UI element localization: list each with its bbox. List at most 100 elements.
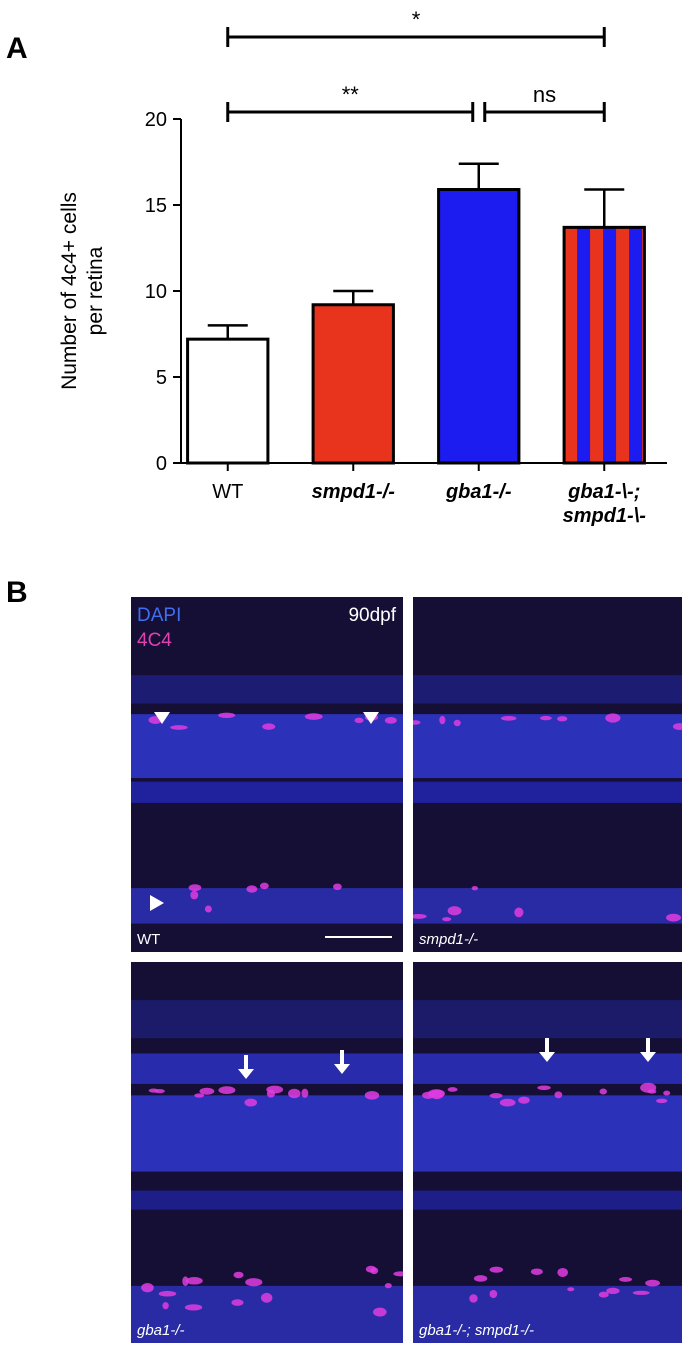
- x-tick-label: smpd1-\-: [563, 505, 647, 527]
- cell-layer: [413, 1190, 682, 1210]
- cell-layer: [131, 1000, 403, 1039]
- arrow-marker: [334, 1050, 350, 1074]
- cell: [364, 1090, 380, 1100]
- cell: [190, 890, 199, 900]
- micrograph-label: 90dpf: [348, 605, 396, 626]
- cell-layer: [131, 781, 403, 803]
- cell: [384, 1283, 392, 1289]
- cell: [471, 885, 479, 891]
- micrograph: [413, 597, 682, 952]
- cell: [656, 1098, 668, 1104]
- micrographs: DAPI 4C4 90dpf WT smpd1-/- gba1-/- gba1-/-; sm…: [131, 597, 682, 1343]
- micrograph-label: gba1-/-: [137, 1322, 185, 1339]
- cell: [500, 715, 517, 721]
- cell: [185, 1276, 203, 1285]
- significance-label: *: [412, 7, 421, 32]
- cell: [439, 715, 446, 725]
- cell: [442, 917, 452, 922]
- cell: [259, 882, 269, 890]
- y-tick-label: 20: [145, 109, 167, 131]
- y-axis-label: per retina: [84, 246, 107, 335]
- cell: [645, 1279, 661, 1287]
- cell-layer: [131, 1053, 403, 1084]
- cell: [246, 885, 258, 893]
- cell: [632, 1290, 650, 1295]
- cell: [162, 1302, 169, 1310]
- bar-chart: 0 5 10 15 20 Number of 4c4+ cells per retina WT…: [58, 7, 667, 527]
- cell: [170, 725, 188, 730]
- cell: [245, 1278, 263, 1287]
- cell: [537, 1085, 551, 1091]
- cell: [370, 1267, 379, 1275]
- arrow-marker: [150, 895, 164, 911]
- x-tick-label: WT: [212, 481, 243, 503]
- cell: [489, 1266, 504, 1273]
- cell: [218, 1086, 236, 1095]
- cell: [672, 723, 682, 730]
- cell: [518, 1096, 530, 1104]
- cell: [233, 1271, 244, 1279]
- micrograph-label: WT: [137, 931, 160, 948]
- cell-layer: [413, 714, 682, 779]
- cell: [619, 1277, 633, 1282]
- cell: [598, 1291, 609, 1298]
- micrograph: [131, 962, 403, 1343]
- cell-layer: [413, 1000, 682, 1039]
- cell: [384, 717, 397, 724]
- cell-layer: [413, 1095, 682, 1172]
- bar: [562, 225, 646, 465]
- cell: [288, 1088, 301, 1099]
- cell: [489, 1093, 503, 1099]
- cell: [141, 1282, 154, 1293]
- significance-label: ns: [533, 82, 556, 107]
- arrow-marker: [154, 712, 170, 724]
- cell: [204, 905, 212, 913]
- cell: [194, 1093, 205, 1098]
- cell-layer: [413, 1285, 682, 1343]
- cell: [554, 1091, 563, 1099]
- y-tick-label: 15: [145, 195, 167, 217]
- cell: [567, 1287, 575, 1292]
- cell-layer: [131, 888, 403, 924]
- cell: [218, 712, 236, 718]
- cell-layer: [131, 1190, 403, 1210]
- cell-layer: [413, 888, 682, 924]
- cell: [188, 884, 202, 892]
- micrograph-label: smpd1-/-: [419, 931, 478, 948]
- arrow-marker: [640, 1038, 656, 1062]
- cell: [154, 1089, 165, 1094]
- cell-layer: [131, 1095, 403, 1172]
- cell: [530, 1268, 543, 1275]
- cell: [557, 1267, 569, 1277]
- cell-layer: [131, 675, 403, 704]
- cell: [489, 1289, 498, 1299]
- micrograph: [413, 962, 682, 1343]
- cell: [304, 713, 323, 720]
- cell: [606, 1287, 620, 1295]
- cell: [539, 715, 552, 721]
- cell: [447, 906, 462, 916]
- cell: [244, 1098, 258, 1107]
- cell: [231, 1299, 244, 1306]
- significance-label: **: [342, 82, 360, 107]
- y-tick-label: 5: [156, 367, 167, 389]
- arrow-marker: [539, 1038, 555, 1062]
- cell: [373, 1307, 387, 1317]
- bar: [311, 303, 395, 465]
- cell: [605, 713, 621, 723]
- panel-label: B: [6, 576, 28, 609]
- micrograph: [131, 597, 403, 952]
- cell: [184, 1304, 203, 1311]
- y-tick-label: 0: [156, 453, 167, 475]
- panel-label: A: [6, 32, 28, 65]
- cell: [640, 1082, 657, 1093]
- cell: [393, 1271, 403, 1277]
- cell: [422, 1091, 435, 1099]
- cell: [447, 1087, 458, 1092]
- cell: [301, 1088, 309, 1098]
- cell: [413, 913, 427, 919]
- cell: [333, 883, 342, 891]
- x-tick-label: smpd1-/-: [312, 481, 396, 503]
- cell: [182, 1276, 189, 1287]
